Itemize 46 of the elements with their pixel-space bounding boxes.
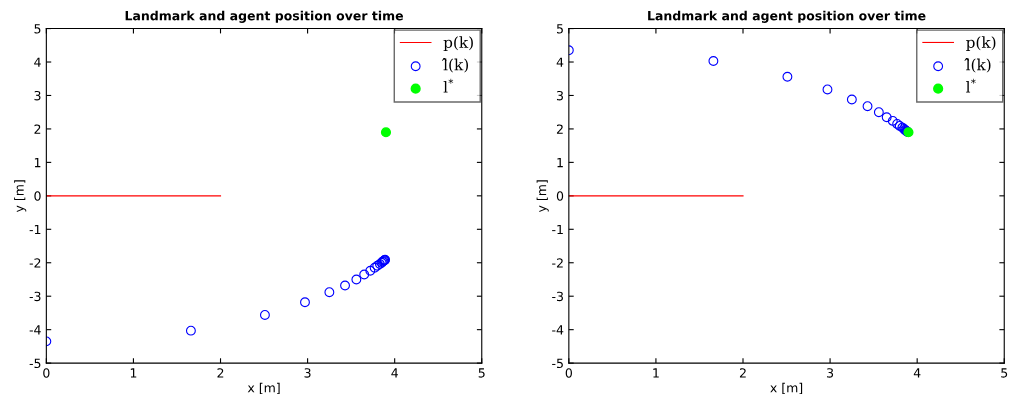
y-tick-label: 0 <box>556 191 564 201</box>
y-tick-label: -1 <box>29 224 41 235</box>
y-tick-label: -3 <box>552 291 563 302</box>
legend-label: l$^{*}$ <box>966 78 976 93</box>
x-axis-title: x [m] <box>247 382 280 394</box>
y-tick-label: 1 <box>557 158 563 168</box>
y-axis-title: y [m] <box>14 180 27 213</box>
x-tick-label: 2 <box>739 368 746 378</box>
y-tick-label: -5 <box>552 358 563 369</box>
legend-label: p(k) <box>966 36 996 51</box>
y-tick-label: 5 <box>556 24 563 34</box>
y-tick-label: -2 <box>552 258 563 268</box>
y-tick-label: -2 <box>29 258 41 268</box>
y-tick-label: 4 <box>34 57 41 67</box>
y-tick-label: 2 <box>34 124 41 134</box>
x-tick-label: 0 <box>43 368 50 378</box>
chart-title: Landmark and agent position over time <box>648 10 926 23</box>
x-tick-label: 4 <box>391 368 398 378</box>
x-tick-label: 3 <box>827 368 834 378</box>
x-tick-label: 2 <box>217 368 224 378</box>
y-axis-title: y [m] <box>536 180 549 213</box>
x-tick-label: 5 <box>478 368 485 378</box>
y-tick-label: 3 <box>34 90 41 101</box>
x-tick-label: 1 <box>130 368 137 378</box>
y-tick-label: -3 <box>29 291 41 302</box>
y-tick-label: 4 <box>556 57 564 67</box>
legend-label: l̂(k) <box>964 58 991 73</box>
x-tick-label: 4 <box>913 368 921 378</box>
y-tick-label: 0 <box>34 191 41 201</box>
legend-label: l$^{*}$ <box>443 78 454 93</box>
y-tick-label: -4 <box>29 325 41 335</box>
y-tick-label: 2 <box>556 124 563 134</box>
y-tick-label: 3 <box>556 90 563 101</box>
legend-label: l̂(k) <box>441 58 469 73</box>
y-tick-label: -5 <box>29 358 41 369</box>
x-axis-title: x [m] <box>770 382 803 394</box>
x-tick-label: 3 <box>304 368 311 378</box>
chart-title: Landmark and agent position over time <box>125 10 403 23</box>
y-tick-label: -1 <box>552 224 563 235</box>
x-tick-label: 0 <box>565 368 572 378</box>
x-tick-label: 1 <box>653 368 659 378</box>
y-tick-label: 1 <box>34 158 41 168</box>
y-tick-label: -4 <box>552 325 564 335</box>
x-tick-label: 5 <box>1001 368 1008 378</box>
y-tick-label: 5 <box>34 24 41 34</box>
legend-label: p(k) <box>443 36 473 51</box>
